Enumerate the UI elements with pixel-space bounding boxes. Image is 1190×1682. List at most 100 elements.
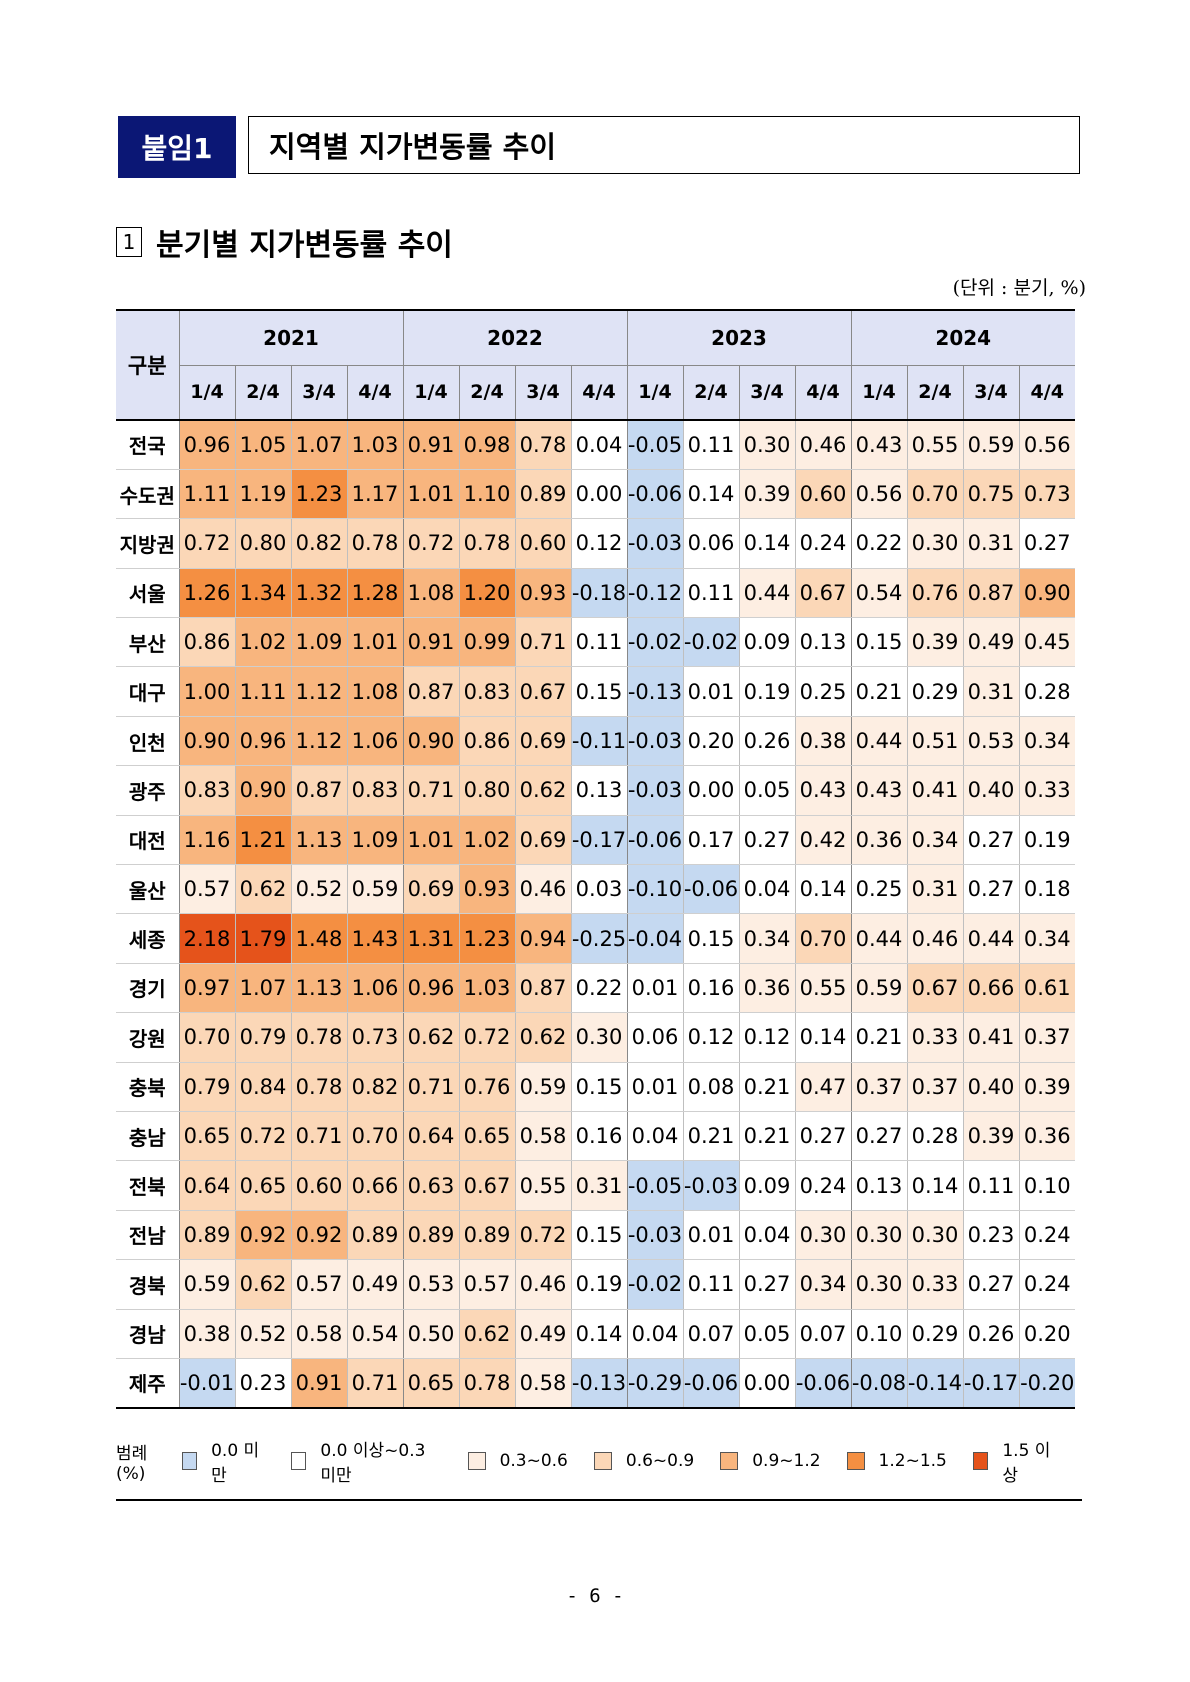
value-cell: 0.97 [178,963,235,1014]
region-label: 광주 [116,765,179,816]
value-cell: -0.03 [626,1210,683,1261]
value-cell: 1.48 [290,913,347,964]
value-cell: 0.23 [234,1358,291,1409]
value-cell: 0.92 [290,1210,347,1261]
value-cell: 0.20 [1018,1309,1075,1359]
value-cell: 1.00 [178,666,235,717]
year-header: 2024 [850,309,1075,366]
year-header: 2023 [626,309,851,366]
value-cell: 0.05 [738,765,795,816]
value-cell: 0.44 [850,716,907,767]
value-cell: -0.06 [626,815,683,866]
region-label: 세종 [116,913,179,964]
value-cell: 1.09 [346,815,403,866]
value-cell: 0.44 [962,913,1019,964]
value-cell: 0.59 [850,963,907,1014]
region-label: 제주 [116,1358,179,1409]
value-cell: -0.06 [682,1358,739,1409]
region-label: 강원 [116,1012,179,1063]
quarter-header: 1/4 [850,365,907,421]
value-cell: 0.21 [738,1111,795,1162]
section-title: 분기별 지가변동률 추이 [156,228,453,263]
value-cell: 0.66 [962,963,1019,1014]
value-cell: 0.56 [850,469,907,520]
value-cell: 0.58 [290,1309,347,1359]
value-cell: 0.42 [794,815,851,866]
value-cell: 0.38 [178,1309,235,1359]
legend-swatch [846,1452,865,1470]
quarter-header: 4/4 [346,365,403,421]
value-cell: 0.67 [794,568,851,619]
value-cell: 0.54 [346,1309,403,1359]
value-cell: 0.07 [794,1309,851,1359]
table-row: 울산 0.57 0.62 0.52 0.59 0.69 0.93 0.46 0.03 -0.10-… [116,864,1075,915]
value-cell: -0.02 [682,617,739,668]
value-cell: 0.36 [850,815,907,866]
value-cell: 0.29 [906,666,963,717]
region-label: 경북 [116,1259,179,1310]
value-cell: 1.79 [234,913,291,964]
quarter-header: 1/4 [178,365,235,421]
value-cell: 0.46 [514,864,571,915]
value-cell: 0.24 [794,1160,851,1211]
legend-item: 0.9~1.2 [720,1451,821,1471]
value-cell: 0.62 [514,765,571,816]
value-cell: 0.65 [234,1160,291,1211]
value-cell: 0.30 [906,1210,963,1261]
value-cell: 1.07 [290,420,347,470]
value-cell: 1.05 [234,420,291,470]
value-cell: 1.32 [290,568,347,619]
value-cell: -0.14 [906,1358,963,1409]
value-cell: 0.30 [850,1259,907,1310]
value-cell: 0.21 [850,1012,907,1063]
value-cell: -0.02 [626,1259,683,1310]
table-row: 부산 0.86 1.02 1.09 1.01 0.91 0.99 0.71 0.11 -0.02-… [116,617,1075,668]
value-cell: 0.84 [234,1062,291,1112]
value-cell: 1.06 [346,716,403,767]
value-cell: 1.23 [290,469,347,520]
value-cell: 0.28 [906,1111,963,1162]
value-cell: 0.57 [290,1259,347,1310]
value-cell: 0.16 [682,963,739,1014]
value-cell: 0.27 [738,815,795,866]
value-cell: 0.47 [794,1062,851,1112]
value-cell: 0.14 [906,1160,963,1211]
value-cell: 0.70 [906,469,963,520]
value-cell: 0.96 [234,716,291,767]
value-cell: 0.60 [514,518,571,569]
value-cell: 0.11 [570,617,627,668]
quarter-header: 3/4 [962,365,1019,421]
value-cell: 0.99 [458,617,515,668]
value-cell: 0.58 [514,1111,571,1162]
value-cell: 0.05 [738,1309,795,1359]
value-cell: 0.11 [682,420,739,470]
value-cell: 0.69 [514,815,571,866]
value-cell: 0.89 [178,1210,235,1261]
value-cell: 0.30 [570,1012,627,1063]
value-cell: 0.03 [570,864,627,915]
value-cell: 0.65 [402,1358,459,1409]
legend-divider [116,1499,1082,1501]
value-cell: -0.17 [962,1358,1019,1409]
value-cell: 0.86 [458,716,515,767]
legend-item-label: 0.0 이상~0.3 미만 [320,1441,426,1486]
legend-swatch [972,1452,989,1470]
region-label: 경남 [116,1309,179,1359]
value-cell: 1.08 [402,568,459,619]
value-cell: 1.23 [458,913,515,964]
table-row: 전남 0.89 0.92 0.92 0.89 0.89 0.89 0.72 0.15 -0.03 0… [116,1210,1075,1261]
value-cell: 0.04 [626,1309,683,1359]
value-cell: 2.18 [178,913,235,964]
value-cell: 0.24 [1018,1210,1075,1261]
quarter-header: 3/4 [290,365,347,421]
unit-note: (단위 : 분기, %) [952,277,1086,299]
value-cell: 0.55 [906,420,963,470]
value-cell: 0.43 [794,765,851,816]
value-cell: 0.33 [906,1259,963,1310]
value-cell: 0.27 [738,1259,795,1310]
value-cell: 0.58 [514,1358,571,1409]
value-cell: 0.11 [962,1160,1019,1211]
value-cell: 0.46 [514,1259,571,1310]
legend: 범례(%) 0.0 미만 0.0 이상~0.3 미만 0.3~0.6 0.6~0.9 0… [116,1441,1082,1486]
value-cell: 0.04 [738,864,795,915]
